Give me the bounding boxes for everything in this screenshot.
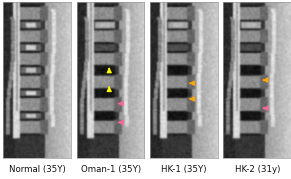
Text: HK-2 (31y): HK-2 (31y) [235,165,280,174]
Text: HK-1 (35Y): HK-1 (35Y) [161,165,207,174]
Text: Normal (35Y): Normal (35Y) [9,165,66,174]
Text: Oman-1 (35Y): Oman-1 (35Y) [81,165,141,174]
